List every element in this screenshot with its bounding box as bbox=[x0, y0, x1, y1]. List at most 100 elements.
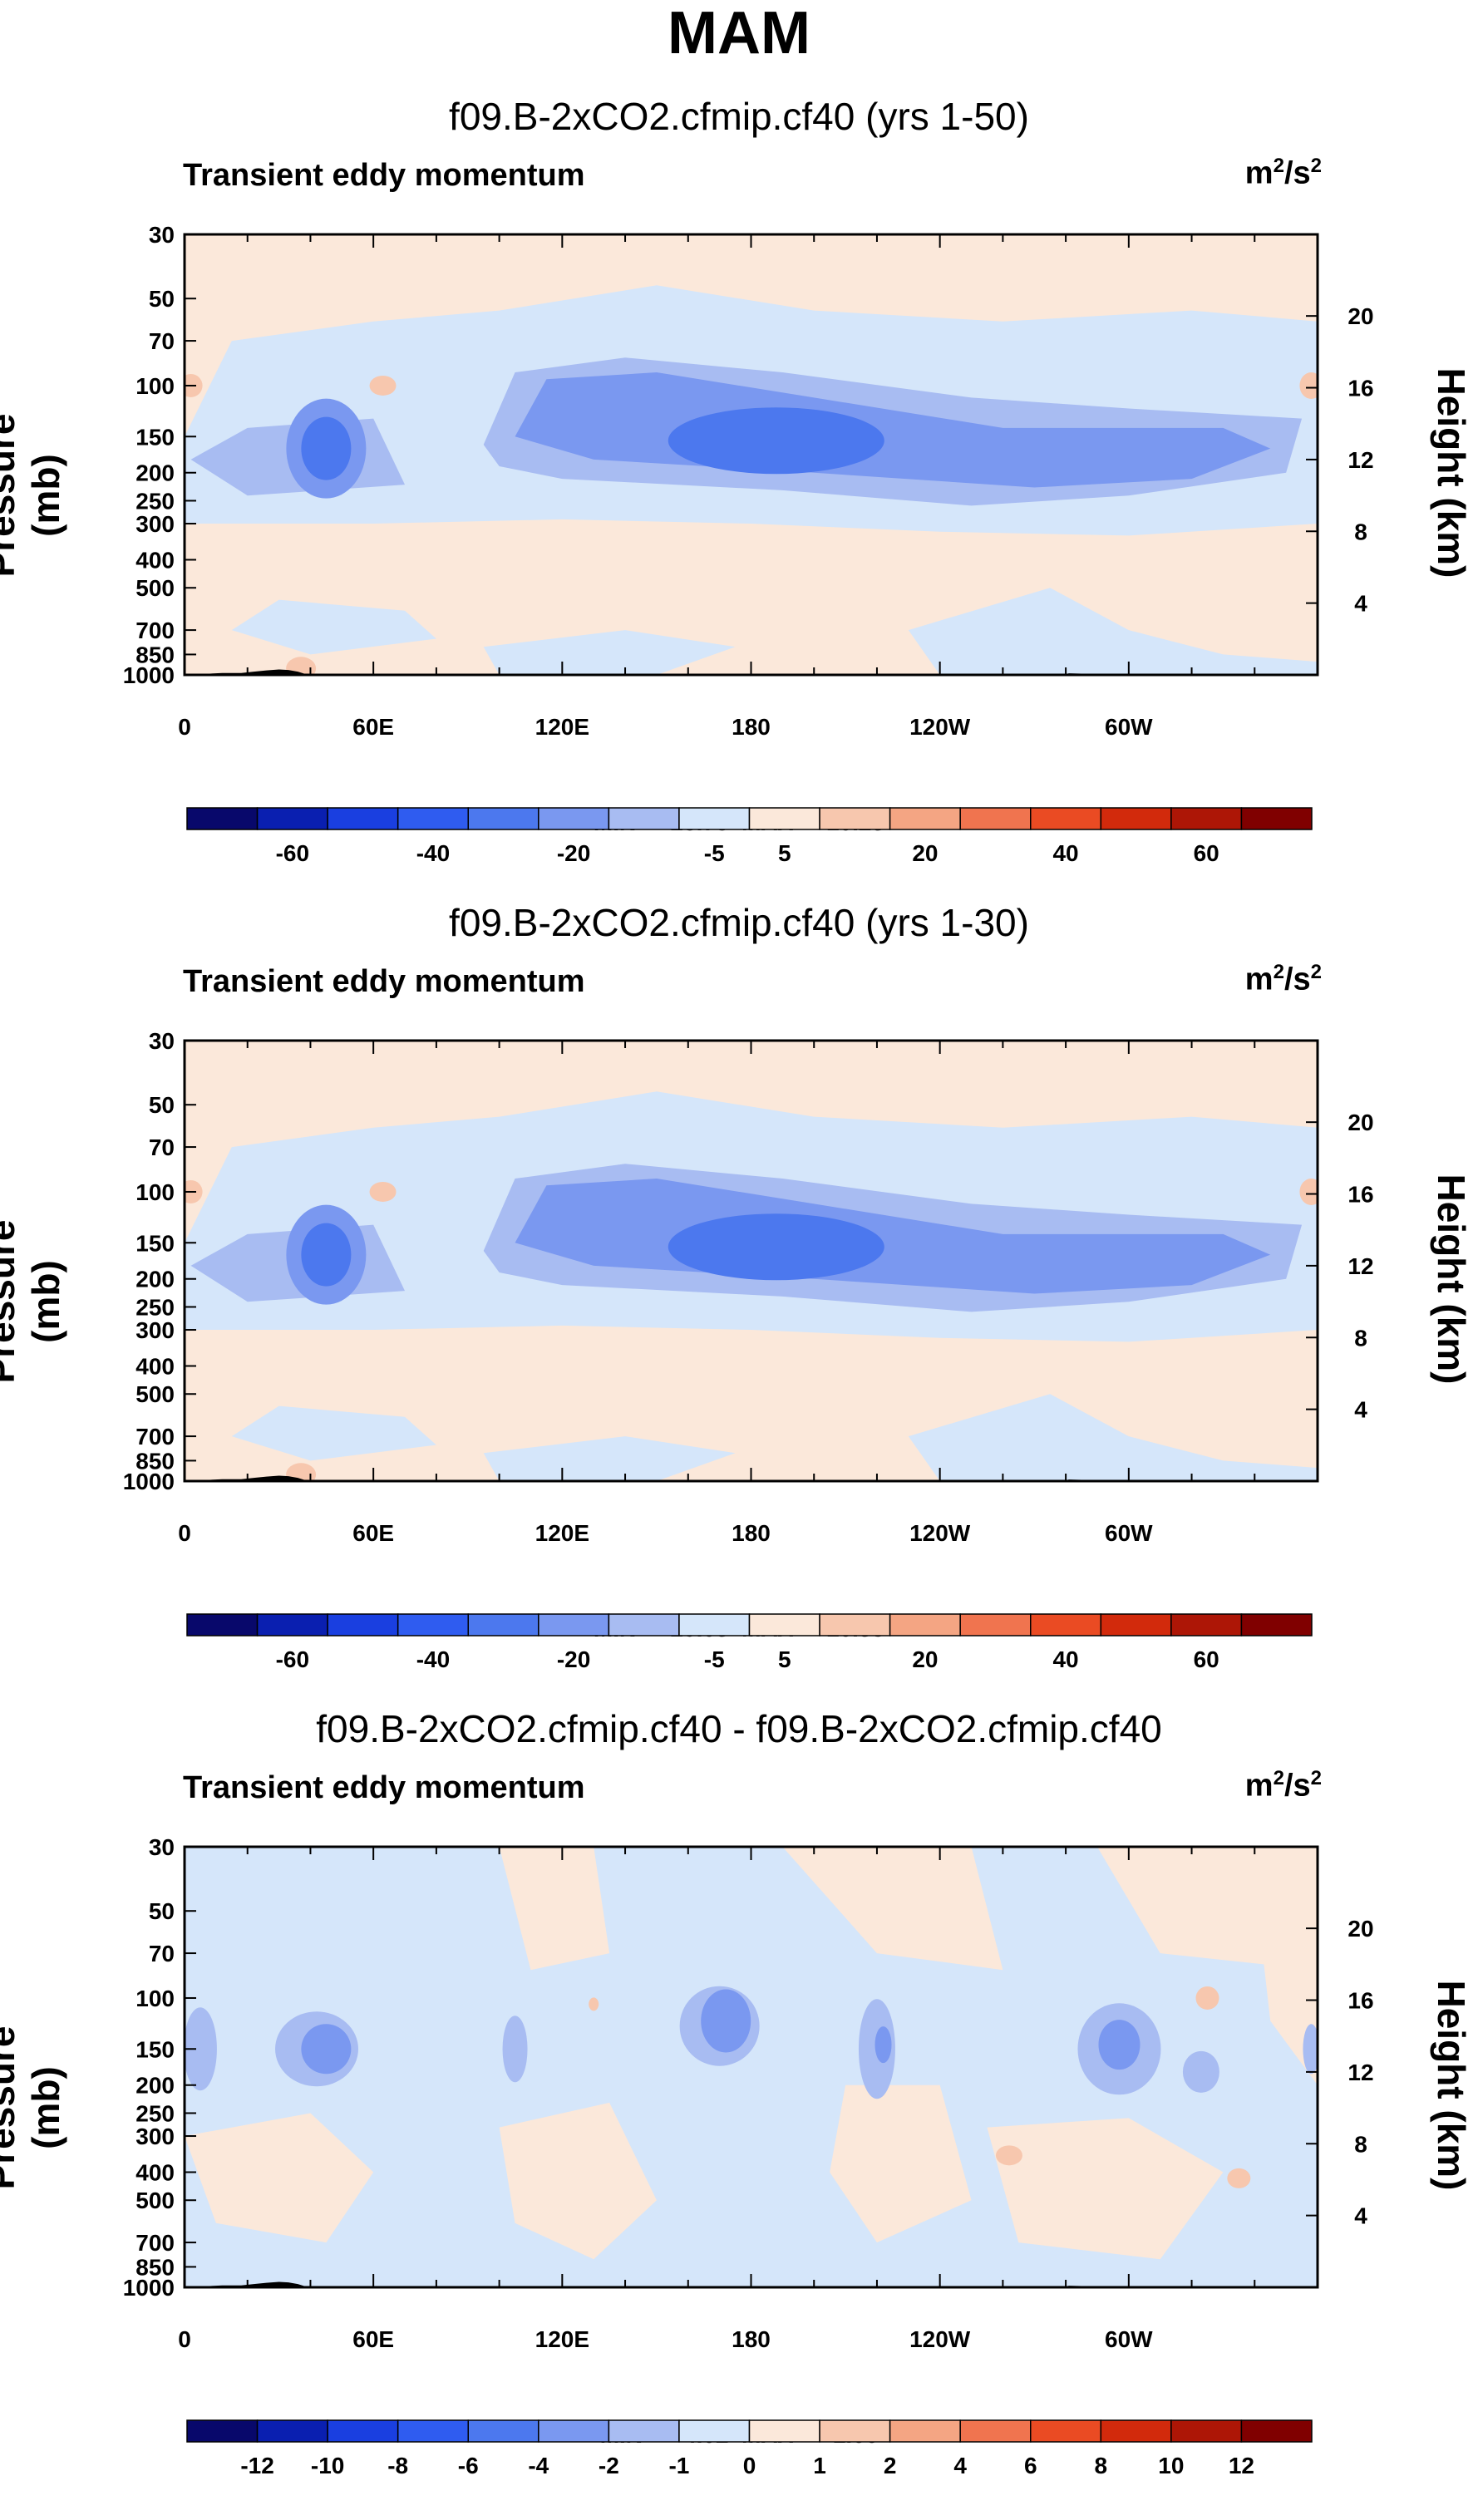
patch-mid-negative bbox=[502, 2016, 528, 2083]
colorbar-label: -60 bbox=[276, 840, 309, 866]
colorbar-box bbox=[256, 807, 328, 830]
panel-title: f09.B-2xCO2.cfmip.cf40 (yrs 1-30) bbox=[449, 901, 1029, 944]
y-tick-label: 70 bbox=[149, 1134, 175, 1160]
x-tick-label: 60E bbox=[352, 2326, 394, 2352]
colorbar-box bbox=[538, 1613, 610, 1637]
y-tick-label: 850 bbox=[135, 1448, 175, 1474]
colorbar-box bbox=[256, 1613, 328, 1637]
colorbar-label: 60 bbox=[1194, 1646, 1219, 1672]
patch-positive bbox=[1254, 1883, 1318, 2085]
colorbar-label: 0 bbox=[743, 2453, 756, 2478]
colorbar-box bbox=[1240, 2419, 1313, 2443]
colorbar-label: -20 bbox=[557, 840, 590, 866]
colorbar-box bbox=[467, 1613, 539, 1637]
contour-field bbox=[185, 1847, 1318, 2287]
x-tick-label: 120E bbox=[535, 1520, 589, 1546]
colorbar-box bbox=[1170, 807, 1243, 830]
colorbar-label: 1 bbox=[813, 2453, 826, 2478]
patch-light-negative bbox=[483, 630, 736, 675]
colorbar-box bbox=[186, 2419, 259, 2443]
patch-positive bbox=[499, 2102, 657, 2260]
y-tick-label: 30 bbox=[149, 222, 175, 248]
colorbar-box bbox=[1030, 807, 1102, 830]
colorbar-label: -5 bbox=[704, 1646, 725, 1672]
colorbar-label: -40 bbox=[416, 1646, 450, 1672]
colorbar-label: 5 bbox=[778, 840, 791, 866]
y-tick-label: 400 bbox=[135, 1354, 175, 1380]
colorbar-box bbox=[678, 1613, 751, 1637]
colorbar-label: 10 bbox=[1158, 2453, 1184, 2478]
chart-panel: f09.B-2xCO2.cfmip.cf40 (yrs 1-30) Transie… bbox=[0, 899, 1478, 1714]
colorbar-box bbox=[1100, 807, 1172, 830]
y-tick-label: 700 bbox=[135, 1424, 175, 1449]
y-tick-label: 850 bbox=[135, 2254, 175, 2280]
colorbar-box bbox=[748, 807, 820, 830]
colorbar-box bbox=[186, 1613, 259, 1637]
colorbar-box bbox=[819, 807, 891, 830]
y-tick-label: 70 bbox=[149, 328, 175, 354]
y-tick-label: 100 bbox=[135, 1179, 175, 1205]
colorbar-label: -5 bbox=[704, 840, 725, 866]
colorbar-box bbox=[889, 1613, 961, 1637]
patch-positive bbox=[499, 1847, 610, 1971]
y-tick-label: 400 bbox=[135, 548, 175, 573]
x-tick-label: 0 bbox=[178, 1520, 191, 1546]
y-tick-label: 500 bbox=[135, 1381, 175, 1407]
colorbar-box bbox=[608, 807, 680, 830]
colorbar-box bbox=[1030, 1613, 1102, 1637]
positive-spot bbox=[995, 2145, 1022, 2166]
colorbar-box bbox=[538, 807, 610, 830]
colorbar-box bbox=[889, 807, 961, 830]
colorbar-box bbox=[1240, 1613, 1313, 1637]
topography bbox=[200, 2281, 311, 2287]
y-tick-label-right: 20 bbox=[1347, 303, 1373, 329]
y-tick-label-right: 8 bbox=[1354, 519, 1367, 544]
patch-light-negative bbox=[908, 1394, 1318, 1481]
patch-mid-negative bbox=[1182, 2050, 1219, 2093]
y-tick-label: 100 bbox=[135, 373, 175, 399]
colorbar-box bbox=[256, 2419, 328, 2443]
colorbar-box bbox=[327, 2419, 399, 2443]
colorbar-box bbox=[1100, 2419, 1172, 2443]
topography bbox=[200, 669, 311, 675]
y-tick-label-right: 12 bbox=[1347, 447, 1373, 473]
y-tick-label: 150 bbox=[135, 424, 175, 450]
colorbar-box bbox=[819, 2419, 891, 2443]
x-tick-label: 120E bbox=[535, 714, 589, 740]
x-tick-label: 180 bbox=[732, 1520, 771, 1546]
x-tick-label: 120E bbox=[535, 2326, 589, 2352]
y-tick-label-right: 8 bbox=[1354, 1325, 1367, 1351]
colorbar-box bbox=[327, 1613, 399, 1637]
colorbar-box bbox=[748, 1613, 820, 1637]
y-tick-label-right: 4 bbox=[1354, 1397, 1367, 1423]
field-label: Transient eddy momentum bbox=[183, 964, 585, 999]
colorbar-label: 5 bbox=[778, 1646, 791, 1672]
y-tick-label-right: 20 bbox=[1347, 1916, 1373, 1942]
patch-strong-negative bbox=[874, 2026, 892, 2064]
colorbar-box bbox=[467, 2419, 539, 2443]
colorbar-label: -40 bbox=[416, 840, 450, 866]
colorbar-label: 4 bbox=[953, 2453, 967, 2478]
colorbar-box bbox=[1170, 1613, 1243, 1637]
chart-panel: f09.B-2xCO2.cfmip.cf40 - f09.B-2xCO2.cfm… bbox=[0, 1705, 1478, 2520]
y-tick-label: 200 bbox=[135, 1267, 175, 1292]
contour-field bbox=[185, 1041, 1318, 1481]
y-tick-label: 200 bbox=[135, 2073, 175, 2099]
colorbar-box bbox=[678, 807, 751, 830]
y-tick-label: 50 bbox=[149, 286, 175, 312]
x-tick-label: 60E bbox=[352, 1520, 394, 1546]
x-tick-label: 60W bbox=[1105, 1520, 1153, 1546]
x-tick-label: 0 bbox=[178, 714, 191, 740]
y-tick-label-right: 16 bbox=[1347, 1182, 1373, 1208]
x-tick-label: 60W bbox=[1105, 2326, 1153, 2352]
y-tick-label: 250 bbox=[135, 2100, 175, 2126]
y-tick-label-right: 20 bbox=[1347, 1110, 1373, 1135]
colorbar-label: -12 bbox=[240, 2453, 273, 2478]
x-tick-label: 120W bbox=[909, 2326, 971, 2352]
x-tick-label: 180 bbox=[732, 714, 771, 740]
colorbar-box bbox=[1030, 2419, 1102, 2443]
colorbar-box bbox=[748, 2419, 820, 2443]
patch-light-negative bbox=[231, 1405, 436, 1461]
colorbar-box bbox=[608, 1613, 680, 1637]
patch-mid-negative bbox=[185, 2007, 217, 2091]
